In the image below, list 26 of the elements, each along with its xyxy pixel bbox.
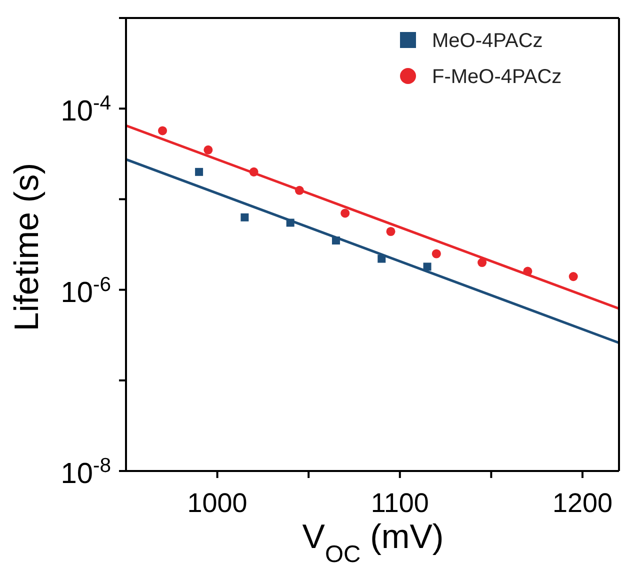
point <box>158 126 168 136</box>
point <box>240 213 249 222</box>
y-axis-title: Lifetime (s) <box>8 162 46 332</box>
point <box>478 258 487 268</box>
x-tick-label: 1000 <box>187 488 248 518</box>
point <box>568 272 578 282</box>
point <box>523 266 532 276</box>
point <box>432 249 441 258</box>
point <box>340 208 350 218</box>
point <box>204 145 213 154</box>
point <box>332 236 340 245</box>
x-tick-label: 1100 <box>370 488 429 518</box>
legend-label: MeO-4PACz <box>432 30 543 52</box>
point <box>386 227 396 236</box>
y-tick-label: 10$^{-8}$ <box>60 455 111 490</box>
point <box>195 168 204 176</box>
point <box>423 262 432 271</box>
point <box>378 254 386 263</box>
legend-label: F-MeO-4PACz <box>432 66 562 88</box>
point <box>286 218 294 227</box>
y-tick-label: 10$^{-6}$ <box>60 274 111 309</box>
x-tick-label: 1200 <box>552 488 613 518</box>
x-axis-title: V$_{OC}$ (mV) <box>302 518 444 568</box>
point <box>294 186 304 195</box>
y-tick-label: 10$^{-4}$ <box>60 92 111 128</box>
point <box>249 167 258 176</box>
